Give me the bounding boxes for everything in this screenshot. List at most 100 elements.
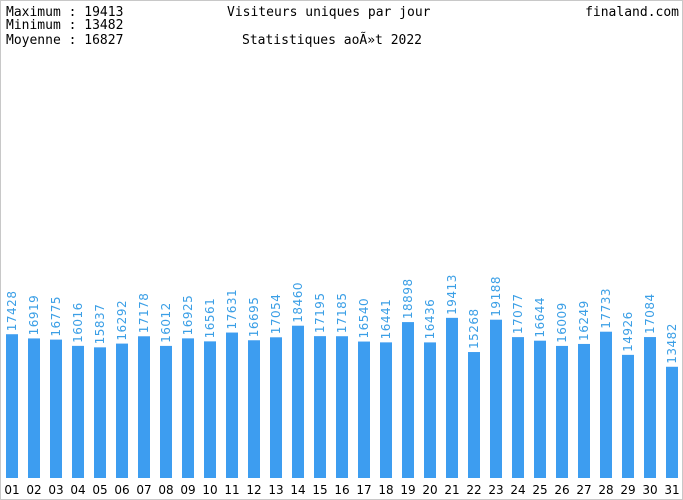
value-label-day-25: 16644 xyxy=(533,297,547,338)
value-label-day-19: 18898 xyxy=(401,278,415,319)
min-line: Minimum : 13482 xyxy=(6,18,123,33)
x-tick-label-day-23: 23 xyxy=(488,483,503,497)
chart-title: Visiteurs uniques par jour xyxy=(227,5,431,20)
x-tick-label-day-14: 14 xyxy=(290,483,305,497)
value-label-day-04: 16016 xyxy=(71,302,85,343)
bar-day-10 xyxy=(204,341,216,478)
bar-day-19 xyxy=(402,322,414,478)
x-tick-label-day-16: 16 xyxy=(334,483,349,497)
x-tick-label-day-19: 19 xyxy=(400,483,415,497)
chart-subtitle: Statistiques aoÃ»t 2022 xyxy=(242,32,422,48)
value-label-day-09: 16925 xyxy=(181,295,195,336)
x-tick-label-day-21: 21 xyxy=(444,483,459,497)
x-tick-label-day-02: 02 xyxy=(26,483,41,497)
value-label-day-03: 16775 xyxy=(49,296,63,337)
x-tick-label-day-11: 11 xyxy=(224,483,239,497)
bar-day-11 xyxy=(226,332,238,478)
x-tick-label-day-29: 29 xyxy=(620,483,635,497)
max-line: Maximum : 19413 xyxy=(6,5,123,20)
bar-day-06 xyxy=(116,343,128,478)
x-tick-label-day-24: 24 xyxy=(510,483,525,497)
x-tick-label-day-10: 10 xyxy=(202,483,217,497)
avg-line: Moyenne : 16827 xyxy=(6,33,123,48)
x-tick-label-day-07: 07 xyxy=(136,483,151,497)
min-label: Minimum xyxy=(6,18,61,33)
min-value: 13482 xyxy=(84,18,123,33)
value-label-day-30: 17084 xyxy=(643,293,657,334)
value-label-day-06: 16292 xyxy=(115,300,129,341)
value-label-day-02: 16919 xyxy=(27,295,41,336)
x-tick-label-day-15: 15 xyxy=(312,483,327,497)
value-label-day-11: 17631 xyxy=(225,289,239,330)
x-tick-labels-group: 01 02 03 04 05 06 07 08 09 10 11 12 13 14 15 16 17 18 19 20… xyxy=(4,483,679,497)
value-label-day-12: 16695 xyxy=(247,297,261,338)
value-label-day-01: 17428 xyxy=(5,291,19,332)
value-label-day-24: 17077 xyxy=(511,293,525,334)
value-label-day-18: 16441 xyxy=(379,299,393,340)
x-tick-label-day-30: 30 xyxy=(642,483,657,497)
bar-day-22 xyxy=(468,352,480,478)
bar-day-28 xyxy=(600,331,612,478)
bar-day-27 xyxy=(578,343,590,478)
bar-day-14 xyxy=(292,325,304,478)
x-tick-label-day-26: 26 xyxy=(554,483,569,497)
x-tick-label-day-06: 06 xyxy=(114,483,129,497)
bar-day-21 xyxy=(446,317,458,478)
x-tick-label-day-03: 03 xyxy=(48,483,63,497)
max-value: 19413 xyxy=(84,5,123,20)
bar-day-05 xyxy=(94,347,106,478)
avg-label: Moyenne xyxy=(6,33,61,48)
x-tick-label-day-05: 05 xyxy=(92,483,107,497)
x-tick-label-day-31: 31 xyxy=(664,483,679,497)
x-tick-label-day-12: 12 xyxy=(246,483,261,497)
value-label-day-07: 17178 xyxy=(137,293,151,334)
value-label-day-15: 17195 xyxy=(313,292,327,333)
bar-day-12 xyxy=(248,340,260,478)
x-tick-label-day-25: 25 xyxy=(532,483,547,497)
x-tick-label-day-09: 09 xyxy=(180,483,195,497)
value-label-day-10: 16561 xyxy=(203,298,217,339)
bar-day-02 xyxy=(28,338,40,478)
bar-day-04 xyxy=(72,345,84,478)
site-name: finaland.com xyxy=(585,5,679,20)
value-label-day-17: 16540 xyxy=(357,298,371,339)
value-label-day-21: 19413 xyxy=(445,274,459,315)
value-label-day-29: 14926 xyxy=(621,311,635,352)
x-tick-label-day-22: 22 xyxy=(466,483,481,497)
stats-block: Maximum : 19413 Minimum : 13482 Moyenne … xyxy=(6,5,123,48)
value-label-day-27: 16249 xyxy=(577,300,591,341)
x-tick-label-day-01: 01 xyxy=(4,483,19,497)
value-label-day-23: 19188 xyxy=(489,276,503,317)
bar-day-07 xyxy=(138,336,150,478)
bar-day-30 xyxy=(644,337,656,478)
x-tick-label-day-04: 04 xyxy=(70,483,85,497)
bar-day-18 xyxy=(380,342,392,478)
bar-day-01 xyxy=(6,334,18,478)
bar-day-17 xyxy=(358,341,370,478)
value-label-day-31: 13482 xyxy=(665,323,679,364)
value-label-day-16: 17185 xyxy=(335,293,349,334)
bar-day-31 xyxy=(666,366,678,478)
avg-value: 16827 xyxy=(84,33,123,48)
value-label-day-20: 16436 xyxy=(423,299,437,340)
x-tick-label-day-20: 20 xyxy=(422,483,437,497)
bar-day-15 xyxy=(314,336,326,478)
x-tick-label-day-13: 13 xyxy=(268,483,283,497)
value-label-day-22: 15268 xyxy=(467,308,481,349)
value-label-day-26: 16009 xyxy=(555,302,569,343)
value-label-day-08: 16012 xyxy=(159,302,173,343)
value-label-day-14: 18460 xyxy=(291,282,305,323)
bar-day-03 xyxy=(50,339,62,478)
max-label: Maximum xyxy=(6,5,61,20)
bar-day-24 xyxy=(512,337,524,478)
value-label-day-28: 17733 xyxy=(599,288,613,329)
bar-day-26 xyxy=(556,345,568,478)
x-tick-label-day-18: 18 xyxy=(378,483,393,497)
bars-group xyxy=(6,317,678,478)
x-tick-label-day-08: 08 xyxy=(158,483,173,497)
bar-day-09 xyxy=(182,338,194,478)
bar-day-20 xyxy=(424,342,436,478)
bar-day-13 xyxy=(270,337,282,478)
